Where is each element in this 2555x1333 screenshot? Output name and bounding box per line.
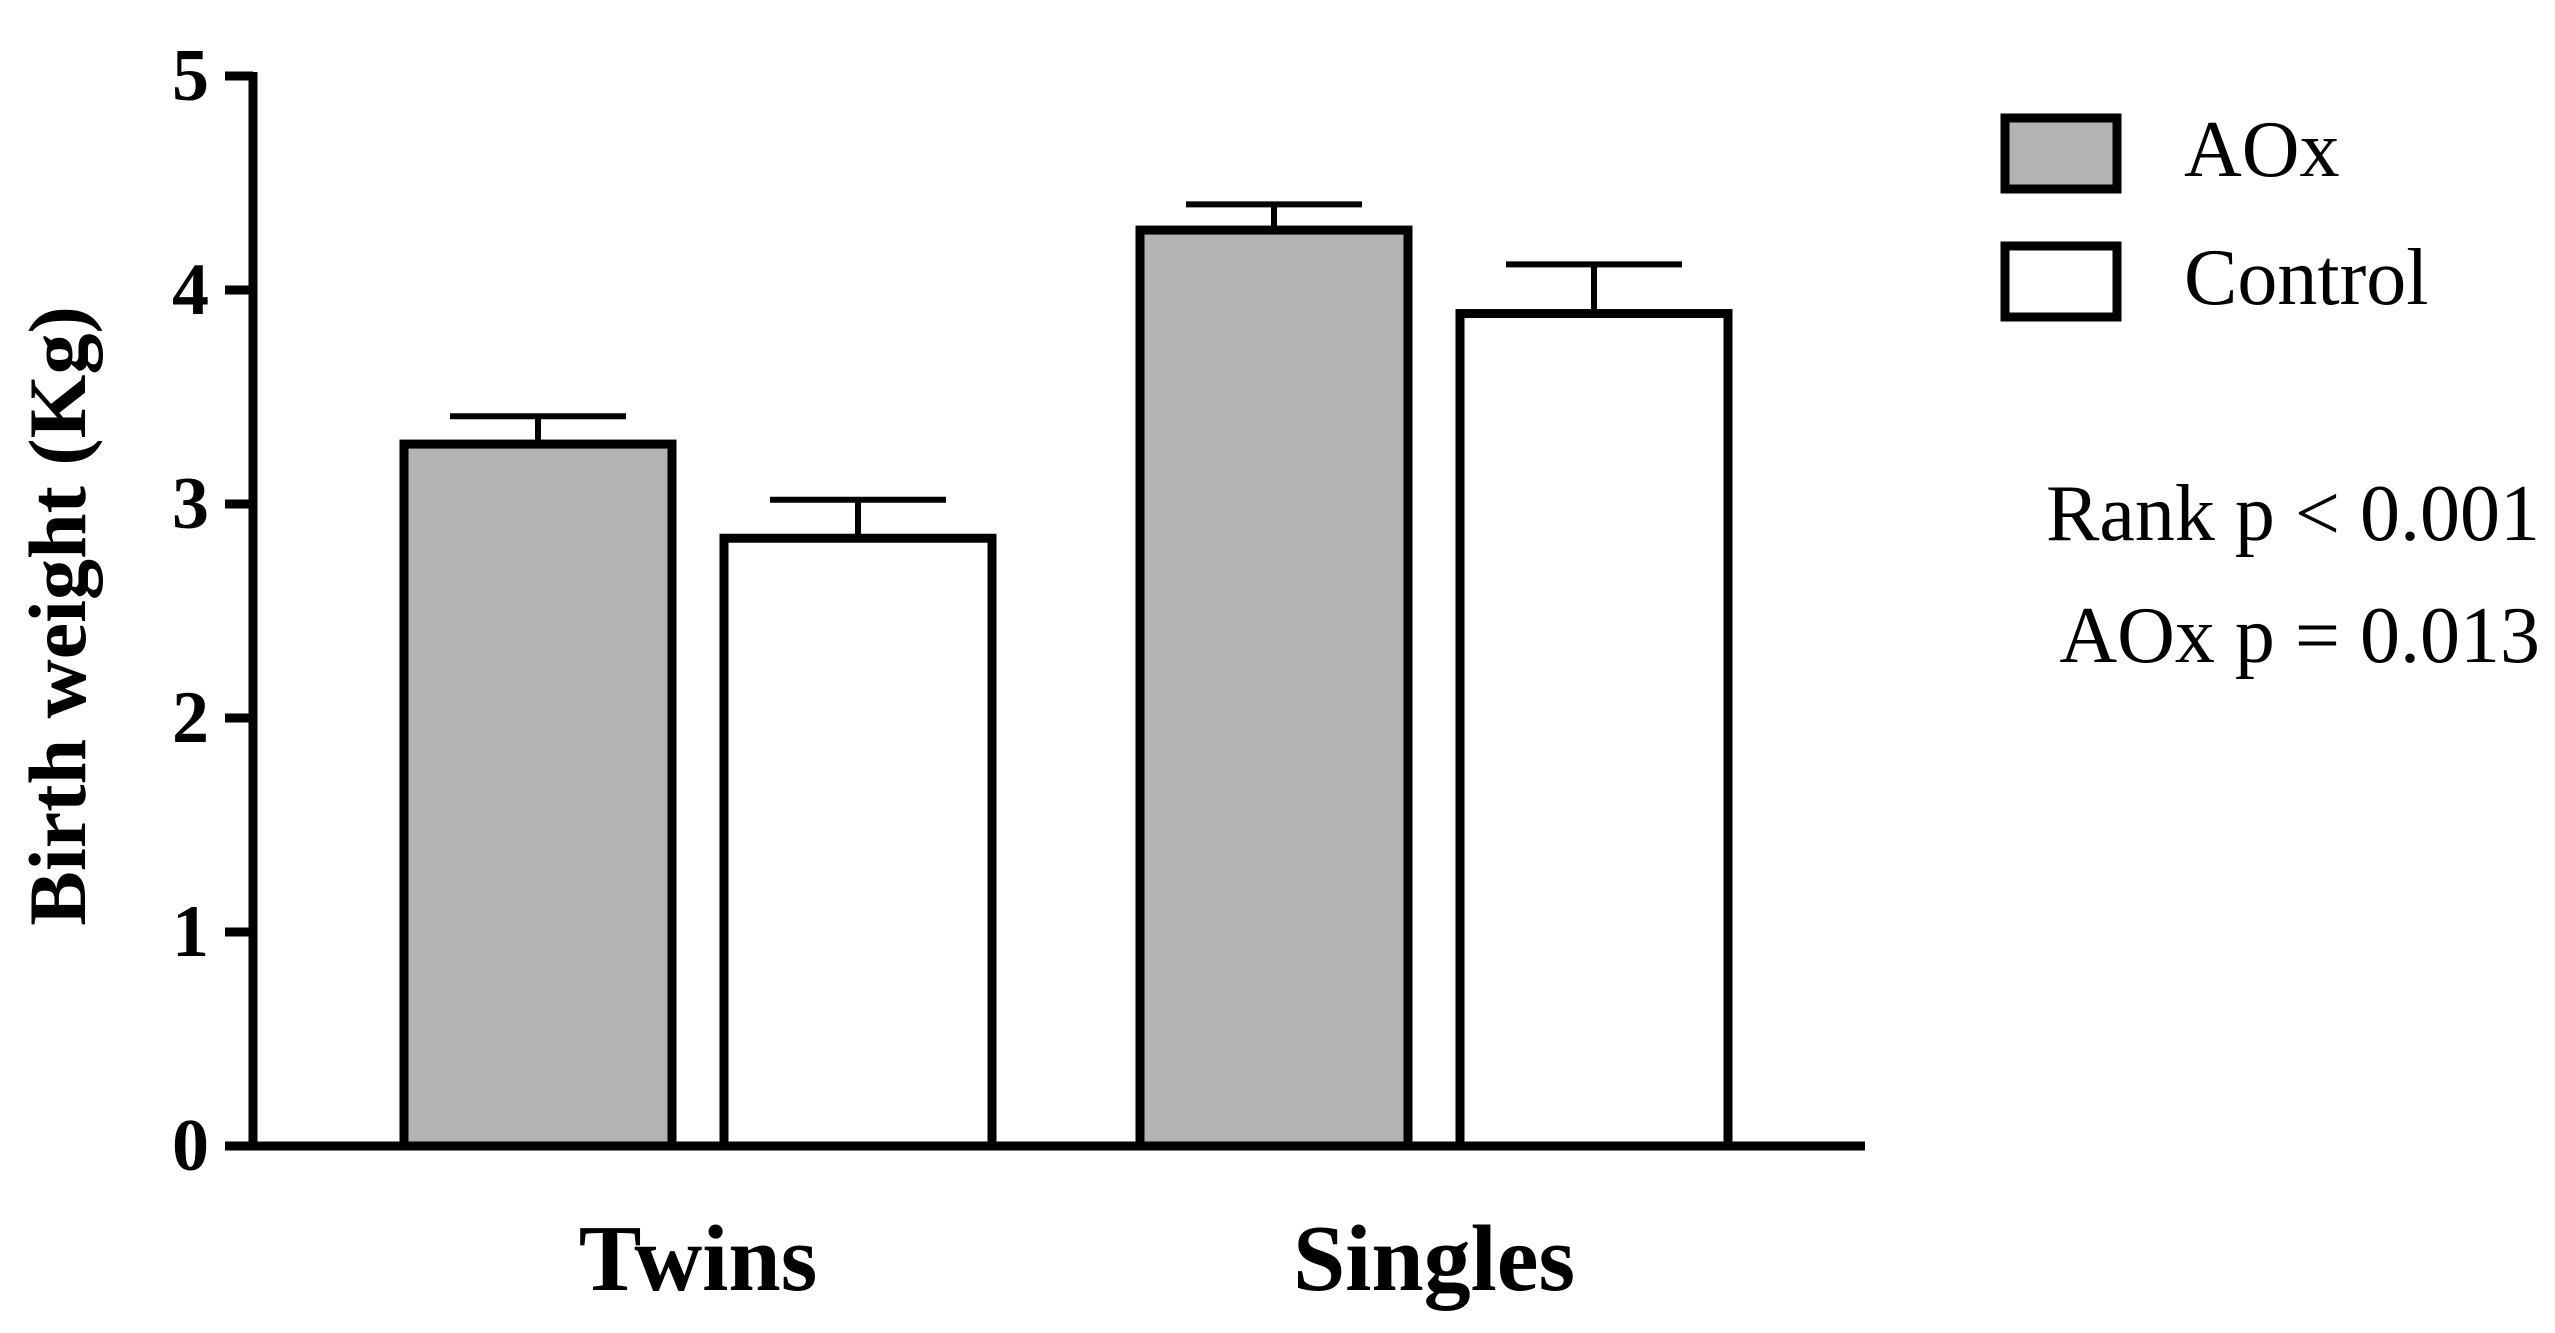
- y-tick-label: 3: [172, 463, 209, 545]
- legend-swatch-aox: [2000, 113, 2122, 194]
- y-axis-title: Birth weight (Kg): [12, 306, 103, 925]
- x-category-label: Singles: [1293, 1207, 1575, 1311]
- bars: [399, 201, 1733, 1151]
- stats-annotation: Rank p < 0.001: [2046, 470, 2540, 558]
- y-tick-label: 1: [172, 891, 209, 973]
- legend-swatch-control: [2000, 241, 2122, 322]
- bar-control-singles: [1455, 309, 1733, 1151]
- y-tick-label: 2: [172, 677, 209, 759]
- legend-label-control: Control: [2184, 234, 2428, 322]
- bar-control-twins: [719, 533, 997, 1151]
- bar-aox-twins: [399, 439, 677, 1151]
- bar-aox-singles: [1135, 225, 1413, 1151]
- y-tick-label: 5: [172, 35, 209, 117]
- legend-label-aox: AOx: [2184, 106, 2340, 194]
- labels: 0 1 2 3 4 5 Birth weight (Kg) Twins Singles: [12, 35, 1575, 1311]
- x-category-label: Twins: [579, 1207, 818, 1311]
- legend: AOx Control: [2000, 106, 2428, 322]
- y-tick-label: 0: [172, 1105, 209, 1187]
- annotations: Rank p < 0.001 AOx p = 0.013: [2046, 470, 2540, 680]
- stats-annotation: AOx p = 0.013: [2059, 592, 2540, 680]
- y-tick-label: 4: [172, 249, 209, 331]
